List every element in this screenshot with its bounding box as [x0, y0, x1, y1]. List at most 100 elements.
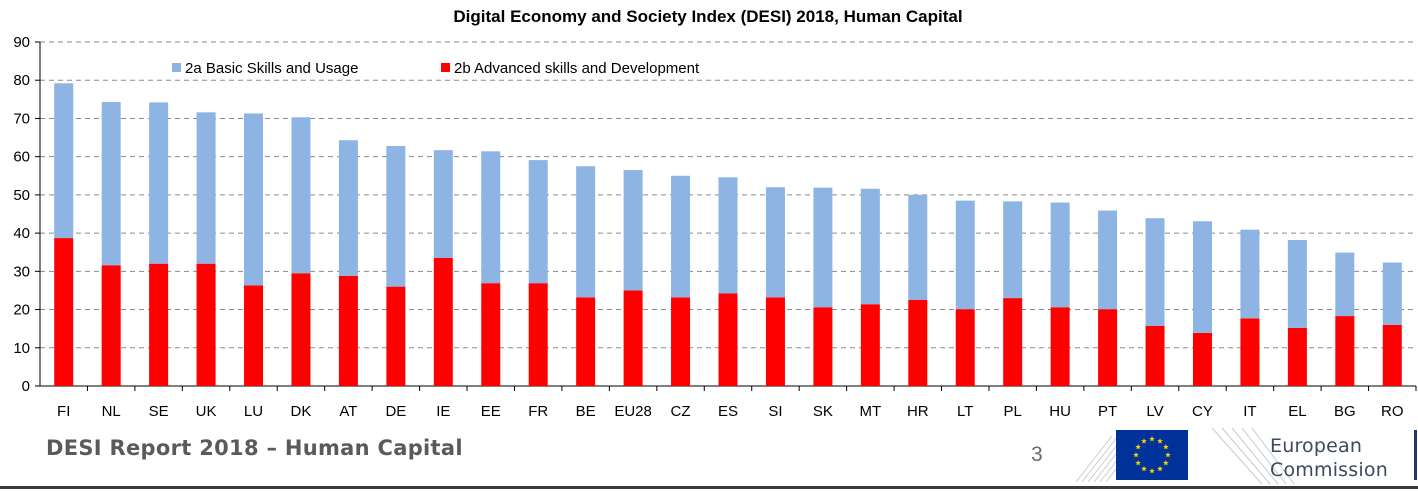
axes: 0 10 20 30 40 50 60 70 80 90 [13, 34, 1417, 395]
bottom-rule [0, 486, 1418, 489]
bar-DE-series-1 [386, 145, 406, 287]
x-tick-labels: FI NL SE UK LU DK AT DE IE EE FR BE EU28 CZ ES SI SK MT HR… [57, 403, 1403, 420]
bar-HR-series-0 [908, 300, 928, 386]
bar-IT-series-0 [1240, 318, 1260, 386]
bar-ES-series-0 [718, 293, 738, 386]
x-tick-label: LU [244, 403, 263, 420]
bar-BG-series-0 [1335, 316, 1355, 386]
bar-LT-series-1 [955, 200, 975, 310]
bar-PT-series-1 [1098, 210, 1118, 310]
y-tick-label: 80 [13, 72, 30, 89]
bar-CY-series-1 [1192, 221, 1212, 333]
bar-HU-series-0 [1050, 307, 1070, 386]
bar-EU28-series-0 [623, 290, 643, 386]
x-tick-label: EE [481, 403, 501, 420]
x-tick-label: SI [768, 403, 782, 420]
x-tick-label: IT [1243, 403, 1256, 420]
y-tick-label: 50 [13, 187, 30, 204]
x-tick-label: NL [102, 403, 121, 420]
bar-SI-series-1 [765, 187, 785, 298]
bar-CZ-series-0 [671, 297, 691, 386]
logo-label: European Commission [1270, 434, 1388, 482]
bar-AT-series-1 [338, 140, 358, 276]
y-tick-label: 20 [13, 302, 30, 319]
page-number: 3 [1031, 443, 1043, 466]
bar-HU-series-1 [1050, 202, 1070, 308]
x-tick-label: PL [1004, 403, 1022, 420]
x-tick-label: LV [1146, 403, 1163, 420]
bar-PT-series-0 [1098, 309, 1118, 386]
bar-SK-series-1 [813, 187, 833, 308]
bar-BE-series-1 [576, 166, 596, 298]
chart-title: Digital Economy and Society Index (DESI)… [453, 7, 962, 26]
x-tick-label: FI [57, 403, 70, 420]
bar-DE-series-0 [386, 286, 406, 386]
x-tick-label: DK [291, 403, 312, 420]
bar-LU-series-0 [244, 285, 264, 386]
flag-star [1149, 468, 1155, 474]
bar-EE-series-0 [481, 283, 501, 386]
bar-LV-series-0 [1145, 325, 1165, 386]
bar-NL-series-0 [101, 265, 121, 386]
bar-AT-series-0 [338, 275, 358, 386]
bar-DK-series-1 [291, 117, 311, 274]
x-tick-label: AT [339, 403, 357, 420]
x-tick-label: IE [436, 403, 450, 420]
y-tick-label: 30 [13, 263, 30, 280]
x-tick-label: MT [860, 403, 882, 420]
bar-HR-series-1 [908, 194, 928, 300]
x-tick-label: HR [907, 403, 929, 420]
flag-star [1157, 438, 1163, 444]
legend-swatch [441, 63, 450, 72]
x-tick-label: DE [385, 403, 406, 420]
bar-BE-series-0 [576, 297, 596, 386]
bar-LV-series-1 [1145, 218, 1165, 326]
bar-LT-series-0 [955, 309, 975, 386]
bar-MT-series-1 [860, 188, 880, 305]
flag-star [1157, 465, 1163, 472]
y-tick-label: 60 [13, 149, 30, 166]
x-tick-label: LT [957, 403, 973, 420]
bar-IE-series-1 [433, 150, 453, 258]
bar-RO-series-1 [1382, 262, 1402, 325]
logo-label-line1: European [1270, 435, 1363, 457]
y-tick-label: 70 [13, 110, 30, 127]
x-tick-label: CY [1192, 403, 1213, 420]
x-tick-label: SE [149, 403, 169, 420]
bar-IE-series-0 [433, 257, 453, 386]
flag-star [1163, 460, 1169, 466]
bar-FI-series-1 [54, 83, 74, 239]
bar-SK-series-0 [813, 307, 833, 386]
bar-CZ-series-1 [671, 175, 691, 298]
flag-star [1149, 436, 1155, 442]
flag-star [1141, 438, 1147, 444]
bar-CY-series-0 [1192, 332, 1212, 386]
bar-SE-series-0 [149, 263, 169, 386]
x-tick-label: UK [196, 403, 217, 420]
flag-star [1135, 444, 1141, 450]
x-tick-label: ES [718, 403, 738, 420]
y-tick-label: 0 [22, 378, 30, 395]
x-tick-label: HU [1049, 403, 1071, 420]
bar-EU28-series-1 [623, 170, 643, 291]
bar-SI-series-0 [765, 297, 785, 386]
bar-RO-series-0 [1382, 324, 1402, 386]
footer-title: DESI Report 2018 – Human Capital [46, 436, 463, 460]
x-tick-label: EL [1288, 403, 1306, 420]
x-tick-label: PT [1098, 403, 1117, 420]
flag-star [1165, 452, 1171, 458]
bar-DK-series-0 [291, 273, 311, 386]
legend-label: 2a Basic Skills and Usage [185, 60, 358, 77]
bar-EE-series-1 [481, 151, 501, 284]
x-tick-label: SK [813, 403, 833, 420]
y-tick-label: 40 [13, 225, 30, 242]
bar-IT-series-1 [1240, 229, 1260, 319]
bars [54, 83, 1402, 386]
x-tick-label: CZ [671, 403, 691, 420]
x-tick-label: BE [576, 403, 596, 420]
bar-PL-series-1 [1003, 201, 1023, 299]
flag-star [1141, 465, 1147, 472]
bar-BG-series-1 [1335, 252, 1355, 317]
bar-MT-series-0 [860, 304, 880, 386]
